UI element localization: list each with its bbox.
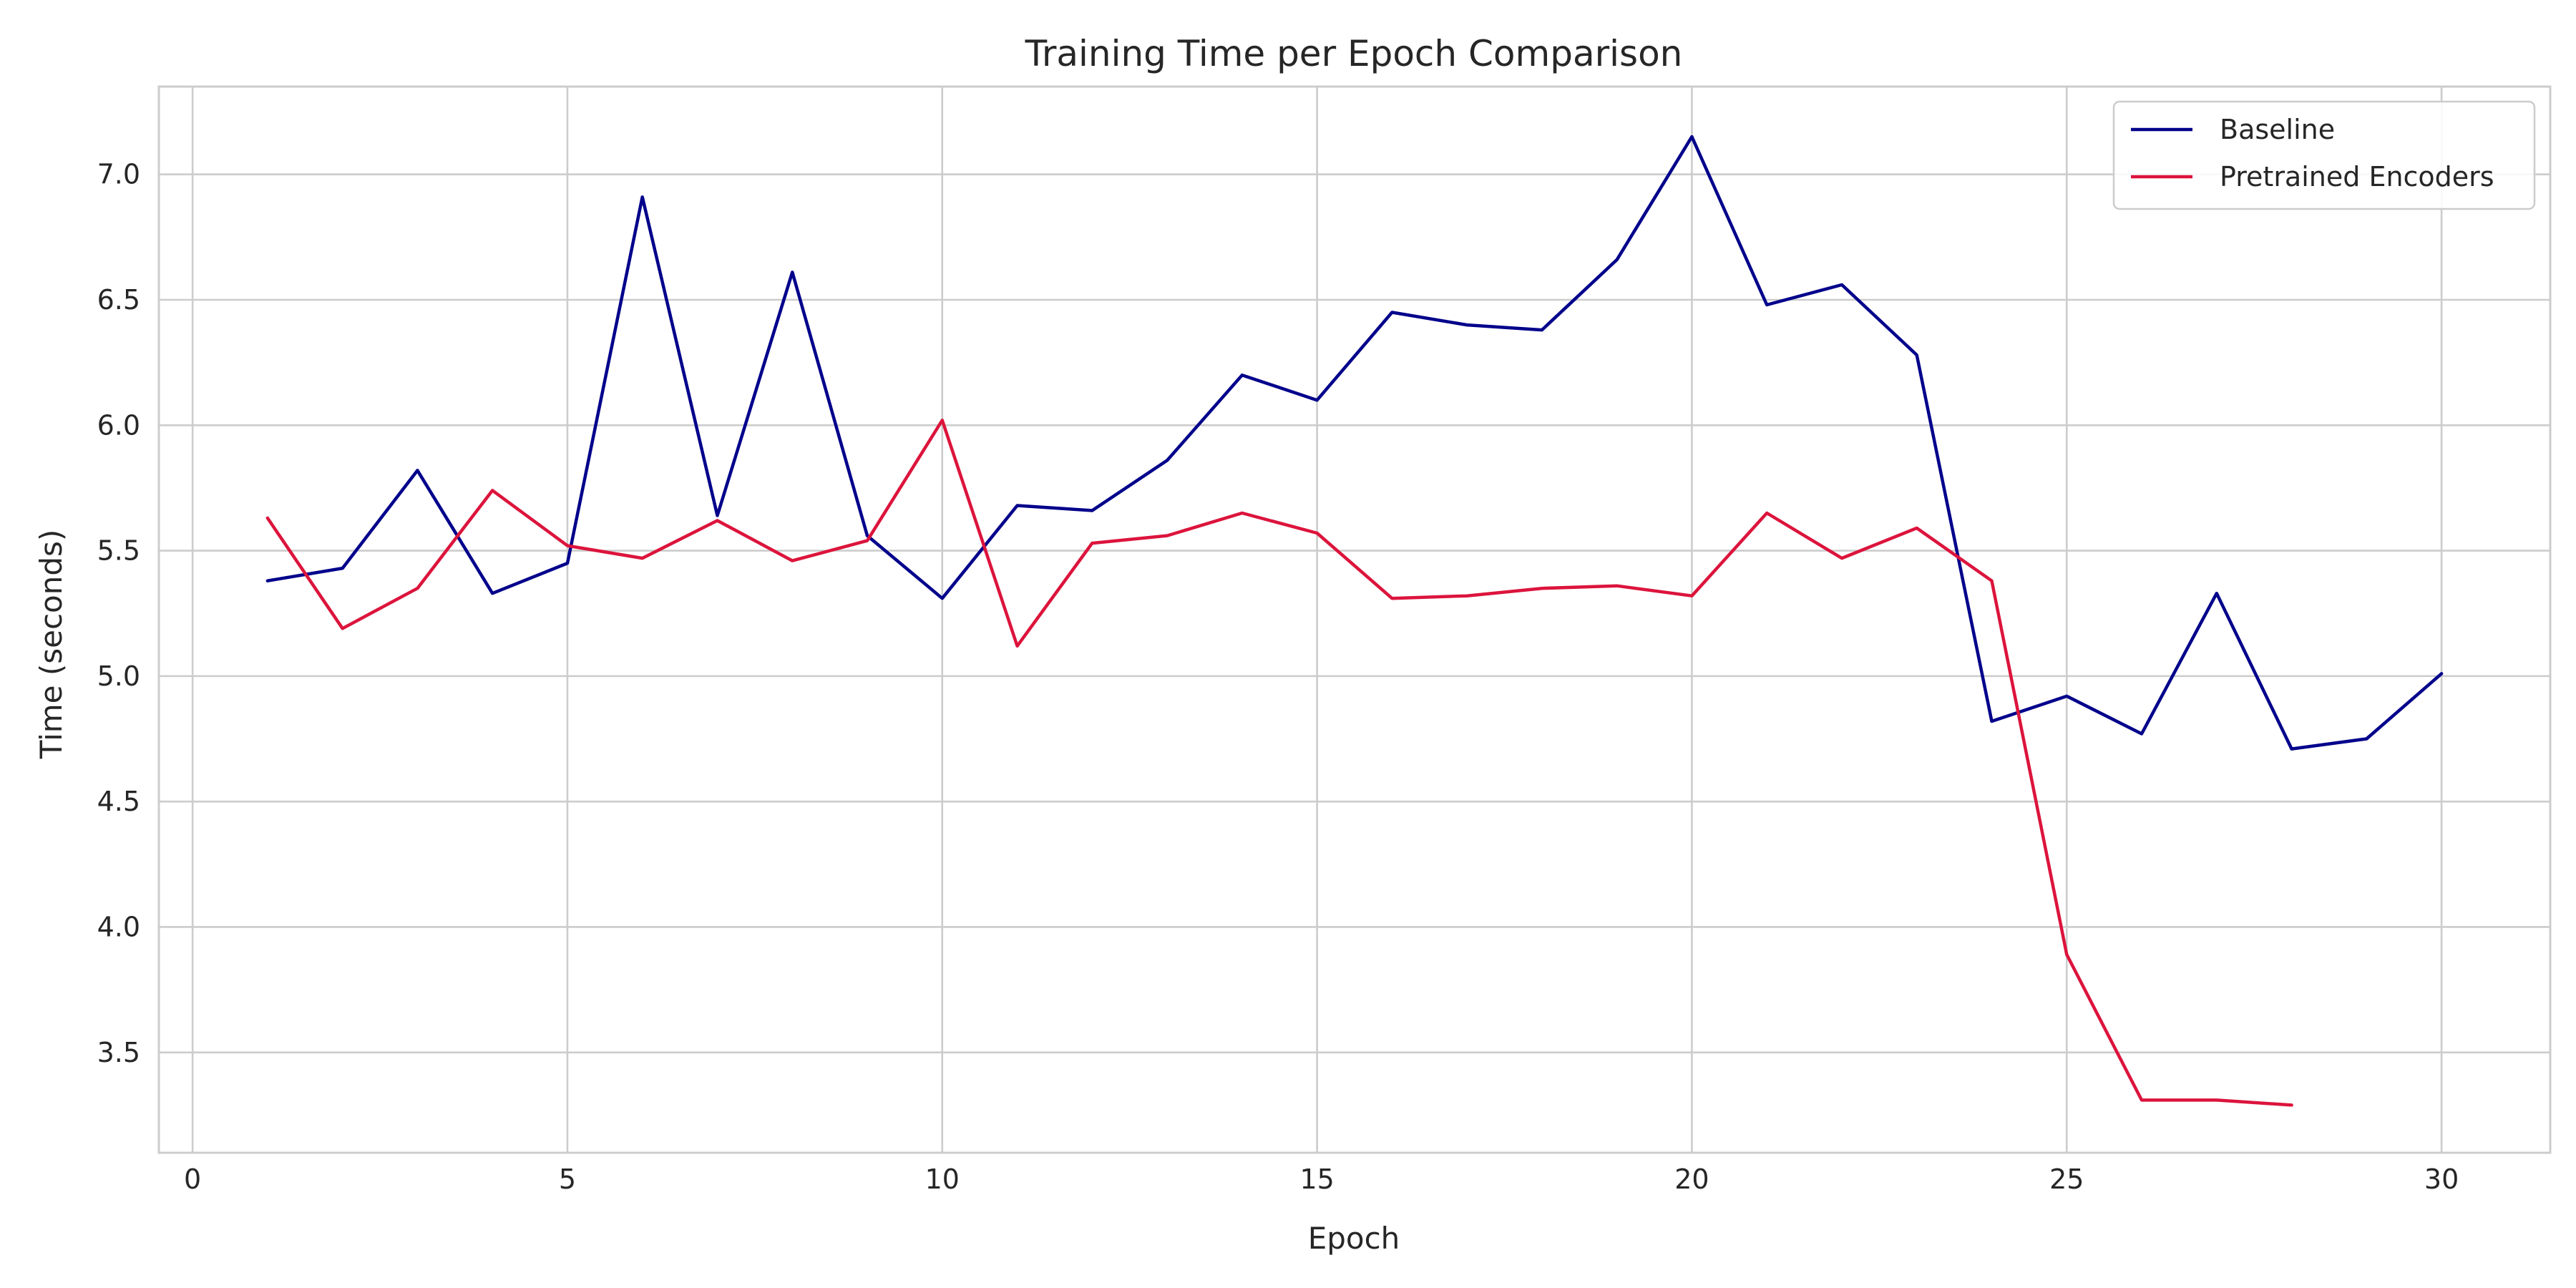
- y-axis-label: Time (seconds): [34, 530, 69, 760]
- x-tick-label: 0: [184, 1163, 201, 1195]
- plot-frame: [157, 85, 2552, 1154]
- y-tick-label: 7.0: [97, 159, 140, 190]
- legend: Baseline Pretrained Encoders: [2112, 100, 2536, 210]
- y-tick-label: 4.5: [97, 786, 140, 817]
- chart-title: Training Time per Epoch Comparison: [1025, 33, 1683, 74]
- y-tick-label: 6.5: [97, 284, 140, 316]
- y-tick-label: 3.5: [97, 1037, 140, 1068]
- legend-label-baseline: Baseline: [2220, 114, 2335, 145]
- y-tick-label: 6.0: [97, 409, 140, 441]
- x-axis-label: Epoch: [1308, 1221, 1400, 1256]
- y-tick-label: 5.5: [97, 535, 140, 567]
- x-tick-label: 15: [1299, 1163, 1334, 1195]
- legend-label-pretrained-encoders: Pretrained Encoders: [2220, 161, 2494, 192]
- x-tick-label: 5: [559, 1163, 576, 1195]
- y-tick-label: 5.0: [97, 660, 140, 692]
- horizontal-gridlines: [159, 173, 2550, 1054]
- vertical-gridlines: [191, 87, 2443, 1153]
- series-line-baseline: [265, 135, 2444, 751]
- x-tick-label: 10: [925, 1163, 960, 1195]
- series-line-pretrained-encoders: [265, 419, 2293, 1107]
- y-tick-label: 4.0: [97, 911, 140, 942]
- x-tick-label: 20: [1674, 1163, 1709, 1195]
- x-tick-label: 25: [2049, 1163, 2084, 1195]
- series-layer: [265, 135, 2444, 1107]
- y-tick-labels: 3.5 4.0 4.5 5.0 5.5 6.0 6.5 7.0: [97, 159, 140, 1068]
- legend-box: [2112, 100, 2536, 210]
- x-tick-label: 30: [2424, 1163, 2459, 1195]
- x-tick-labels: 0 5 10 15 20 25 30: [184, 1163, 2459, 1195]
